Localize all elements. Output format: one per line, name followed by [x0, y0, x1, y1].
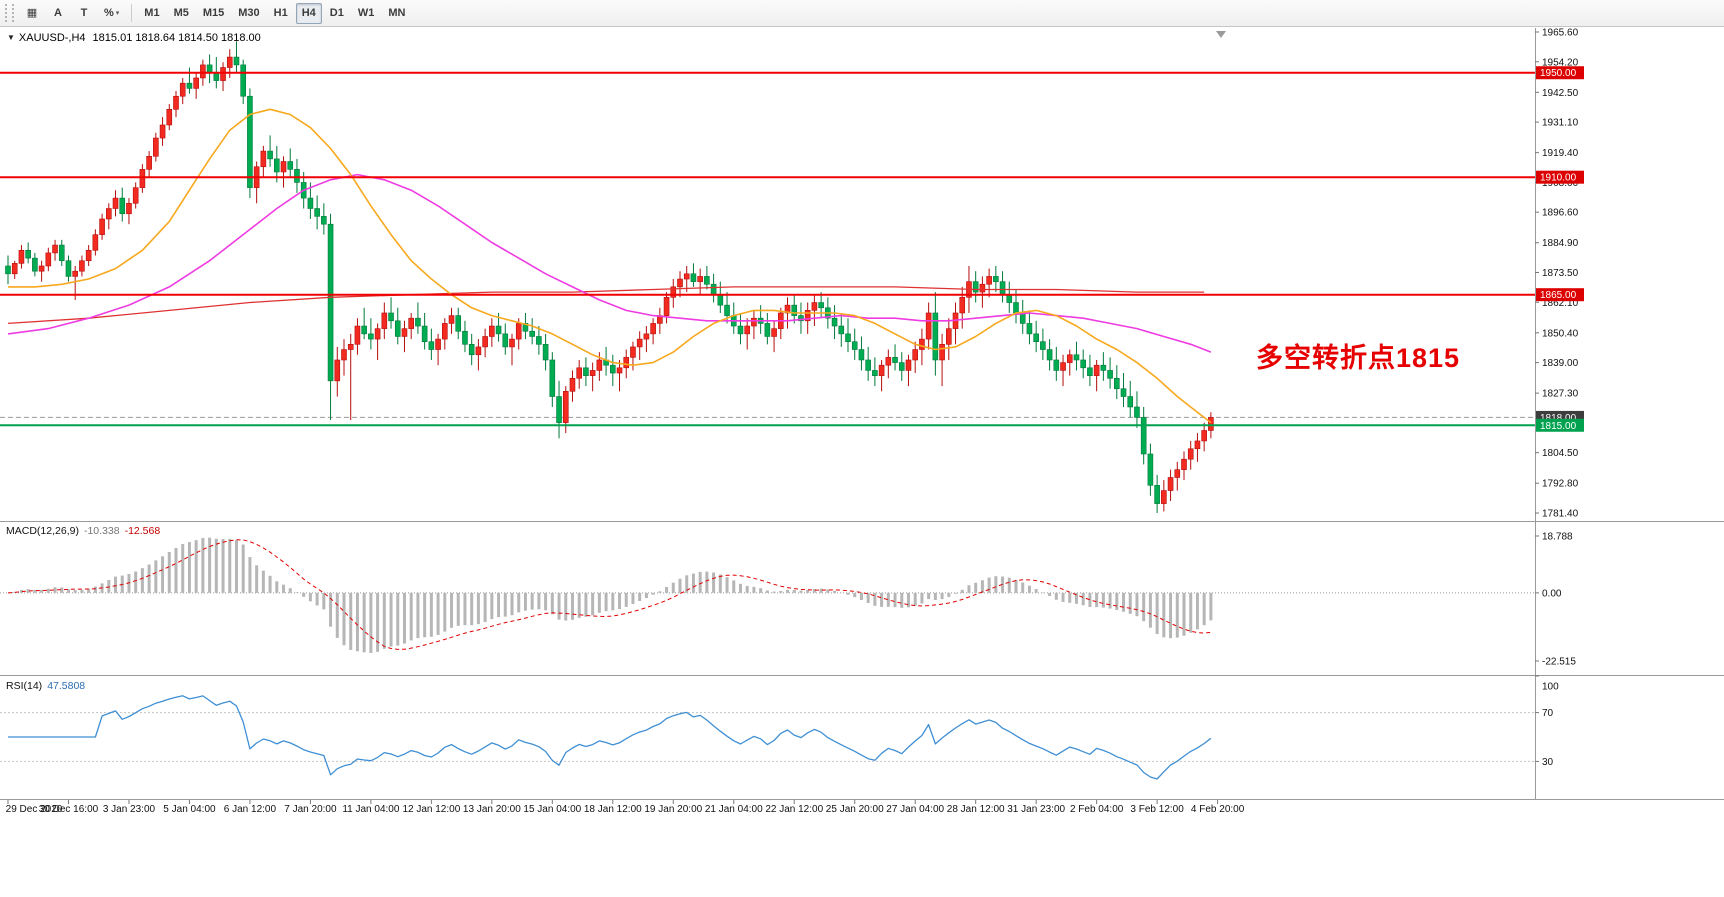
- svg-text:18 Jan 12:00: 18 Jan 12:00: [584, 804, 642, 815]
- svg-text:1954.20: 1954.20: [1542, 57, 1579, 68]
- svg-text:4 Feb 20:00: 4 Feb 20:00: [1191, 804, 1245, 815]
- svg-text:0.00: 0.00: [1542, 588, 1562, 599]
- ma-slow-line: [7, 286, 1205, 325]
- main-chart-panel[interactable]: [0, 41, 1535, 513]
- svg-text:11 Jan 04:00: 11 Jan 04:00: [342, 804, 400, 815]
- ma-fast-line: [8, 108, 1212, 424]
- svg-text:15 Jan 04:00: 15 Jan 04:00: [523, 804, 581, 815]
- svg-text:1919.40: 1919.40: [1542, 148, 1579, 159]
- svg-text:100: 100: [1542, 682, 1559, 693]
- svg-text:1804.50: 1804.50: [1542, 448, 1579, 459]
- svg-text:1950.00: 1950.00: [1540, 68, 1577, 79]
- svg-text:29 Dec 2020: 29 Dec 2020: [6, 804, 63, 815]
- macd-indicator-label: MACD(12,26,9) -10.338 -12.568: [6, 525, 160, 537]
- macd-histogram: [13, 537, 1213, 653]
- svg-text:1850.40: 1850.40: [1542, 328, 1579, 339]
- fibonacci-tool-icon[interactable]: % ▾: [98, 3, 125, 24]
- chart-annotation-text[interactable]: 多空转折点1815: [1256, 343, 1461, 373]
- price-tag-1910.00: 1910.00: [1536, 170, 1584, 184]
- symbol-period: XAUUSD-,H4: [18, 32, 86, 44]
- svg-text:3 Jan 23:00: 3 Jan 23:00: [103, 804, 156, 815]
- rsi-line: [8, 695, 1212, 780]
- svg-text:1965.60: 1965.60: [1542, 28, 1579, 39]
- tf-button-M30[interactable]: M30: [232, 3, 265, 24]
- svg-text:22 Jan 12:00: 22 Jan 12:00: [765, 804, 823, 815]
- tf-button-H1[interactable]: H1: [268, 3, 294, 24]
- svg-text:1839.00: 1839.00: [1542, 358, 1579, 369]
- tf-button-M5[interactable]: M5: [168, 3, 195, 24]
- svg-text:6 Jan 12:00: 6 Jan 12:00: [224, 804, 277, 815]
- rsi-indicator-label: RSI(14) 47.5808: [6, 680, 85, 692]
- svg-text:1896.60: 1896.60: [1542, 208, 1579, 219]
- svg-text:1827.30: 1827.30: [1542, 389, 1579, 400]
- rsi-panel[interactable]: [0, 695, 1535, 780]
- svg-text:1792.80: 1792.80: [1542, 479, 1579, 490]
- toolbar-separator: [131, 4, 133, 22]
- price-tag-1865.00: 1865.00: [1536, 288, 1584, 302]
- tf-button-M1[interactable]: M1: [138, 3, 165, 24]
- tool-button-group: ▦ A T% ▾: [19, 3, 126, 24]
- svg-text:7 Jan 20:00: 7 Jan 20:00: [284, 804, 337, 815]
- rsi-value: 47.5808: [47, 680, 86, 692]
- macd-signal-line: [7, 539, 1211, 650]
- svg-text:1862.10: 1862.10: [1542, 298, 1579, 309]
- svg-text:30 Dec 16:00: 30 Dec 16:00: [39, 804, 99, 815]
- svg-text:1910.00: 1910.00: [1540, 173, 1577, 184]
- svg-text:1873.50: 1873.50: [1542, 268, 1579, 279]
- svg-text:27 Jan 04:00: 27 Jan 04:00: [886, 804, 944, 815]
- svg-text:25 Jan 20:00: 25 Jan 20:00: [826, 804, 884, 815]
- macd-panel[interactable]: [0, 537, 1535, 653]
- svg-text:1781.40: 1781.40: [1542, 509, 1579, 520]
- price-axis[interactable]: 1965.601954.201942.501931.101919.401908.…: [1535, 28, 1579, 520]
- svg-text:21 Jan 04:00: 21 Jan 04:00: [705, 804, 763, 815]
- svg-text:1942.50: 1942.50: [1542, 88, 1579, 99]
- symbol-collapse-icon[interactable]: ▼: [7, 33, 15, 42]
- timeframe-button-group: M1 M5 M15 M30 H1 H4 D1 W1 MN: [137, 2, 412, 24]
- svg-text:19 Jan 20:00: 19 Jan 20:00: [644, 804, 702, 815]
- svg-text:1818.00: 1818.00: [1540, 413, 1577, 424]
- arrow-tool-a-icon[interactable]: A: [46, 3, 70, 24]
- macd-signal-value: -12.568: [124, 525, 161, 537]
- svg-text:2 Feb 04:00: 2 Feb 04:00: [1070, 804, 1124, 815]
- macd-name: MACD(12,26,9): [6, 525, 79, 537]
- tf-button-D1[interactable]: D1: [324, 3, 350, 24]
- tf-button-W1[interactable]: W1: [352, 3, 381, 24]
- tf-button-M15[interactable]: M15: [197, 3, 230, 24]
- price-tag-1815.00: 1815.00: [1536, 418, 1584, 432]
- tf-button-H4[interactable]: H4: [295, 2, 322, 24]
- rsi-name: RSI(14): [6, 680, 43, 692]
- toolbar-drag-handle[interactable]: [5, 4, 14, 22]
- macd-main-value: -10.338: [83, 525, 120, 537]
- svg-text:30: 30: [1542, 757, 1554, 768]
- svg-text:18.788: 18.788: [1542, 532, 1573, 543]
- dropdown-caret-icon: ▾: [115, 9, 120, 17]
- chart-title: ▼ XAUUSD-,H4 1815.01 1818.64 1814.50 1818.…: [7, 32, 261, 44]
- price-tag-1950.00: 1950.00: [1536, 66, 1584, 80]
- svg-text:1884.90: 1884.90: [1542, 238, 1579, 249]
- chart-shift-marker[interactable]: [1216, 31, 1226, 38]
- macd-axis[interactable]: 18.788 0.00 -22.515: [1535, 532, 1576, 668]
- svg-text:13 Jan 20:00: 13 Jan 20:00: [463, 804, 521, 815]
- svg-text:70: 70: [1542, 708, 1554, 719]
- svg-text:-22.515: -22.515: [1542, 657, 1576, 668]
- toolbar: ▦ A T% ▾ M1 M5 M15 M30 H1 H4 D1 W1 MN: [0, 0, 1724, 27]
- svg-text:5 Jan 04:00: 5 Jan 04:00: [163, 804, 216, 815]
- svg-text:3 Feb 12:00: 3 Feb 12:00: [1130, 804, 1184, 815]
- chart-grid-icon[interactable]: ▦: [20, 3, 44, 24]
- ohlc-values: 1815.01 1818.64 1814.50 1818.00: [92, 32, 261, 44]
- svg-text:1931.10: 1931.10: [1542, 118, 1579, 129]
- svg-text:1865.00: 1865.00: [1540, 290, 1577, 301]
- svg-text:12 Jan 12:00: 12 Jan 12:00: [402, 804, 460, 815]
- svg-text:31 Jan 23:00: 31 Jan 23:00: [1007, 804, 1065, 815]
- candlestick-series: [5, 41, 1214, 513]
- rsi-axis[interactable]: 100 70 30: [1535, 675, 1559, 768]
- svg-text:1815.00: 1815.00: [1540, 421, 1577, 432]
- svg-text:28 Jan 12:00: 28 Jan 12:00: [947, 804, 1005, 815]
- text-tool-icon[interactable]: T: [72, 3, 96, 24]
- tf-button-MN[interactable]: MN: [382, 3, 411, 24]
- ma-medium-line: [7, 173, 1212, 353]
